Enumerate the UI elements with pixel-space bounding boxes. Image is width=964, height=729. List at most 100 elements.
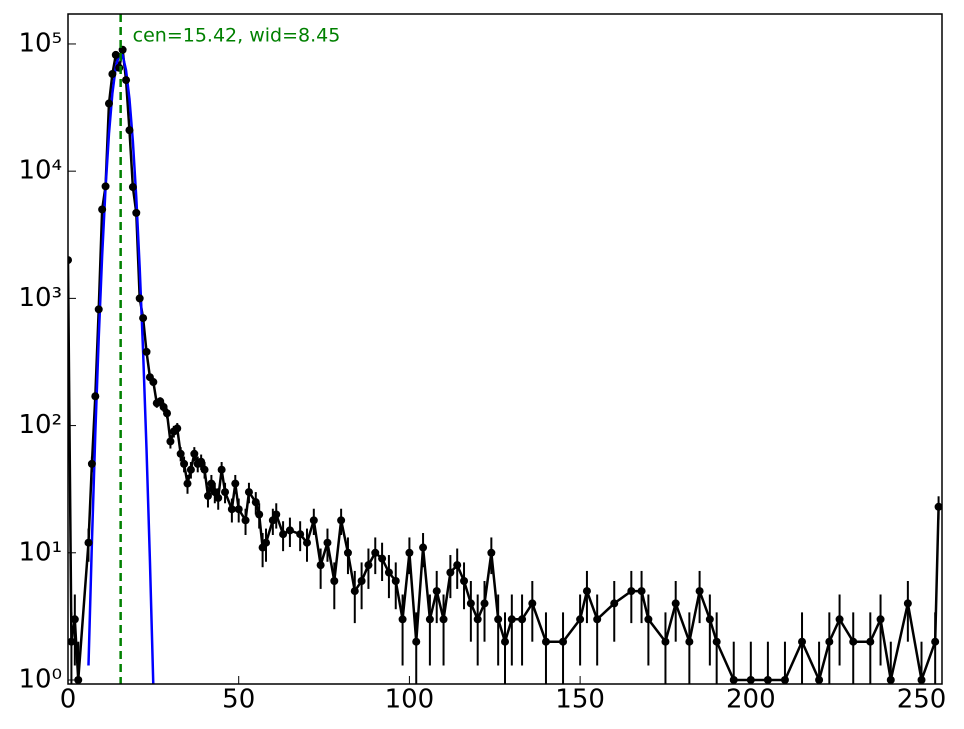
data-point [70,615,79,624]
data-point [419,543,428,552]
x-tick-label: 250 [897,685,947,715]
data-point [163,409,172,418]
plot-area [68,14,942,684]
data-point [68,637,76,646]
data-point [705,615,714,624]
x-tick-label: 150 [555,685,605,715]
data-point [480,599,489,608]
data-point [378,554,387,563]
data-point [101,182,110,191]
data-point [180,459,189,468]
data-point [227,505,236,514]
data-point [173,424,182,433]
data-point [487,548,496,557]
data-point [241,516,250,525]
center-annotation: cen=15.42, wid=8.45 [133,25,341,47]
data-point [582,587,591,596]
data-point [494,615,503,624]
plot-frame [67,13,943,685]
data-point [343,548,352,557]
data-point [186,465,195,474]
data-point [323,538,332,547]
data-point [501,637,509,646]
data-point [255,510,264,519]
data-point [903,599,912,608]
data-point [142,347,151,356]
data-point [74,675,83,684]
data-point [108,70,117,79]
data-point [384,568,393,577]
data-point [671,599,680,608]
data-point [84,538,93,547]
data-point [364,561,373,570]
data-point [627,587,636,596]
data-point [541,637,550,646]
data-point [425,615,434,624]
y-tick-label: 10² [18,410,62,440]
data-point [712,637,721,646]
data-point [132,208,141,217]
data-point [197,457,206,466]
data-point [876,615,885,624]
data-point [207,479,216,488]
data-point [94,305,103,314]
data-point [931,637,940,646]
data-point [135,294,144,303]
data-point [183,479,192,488]
data-point [166,437,175,446]
data-point [405,548,414,557]
data-point [559,637,568,646]
data-point [934,502,942,511]
data-point [350,587,359,596]
data-point [217,465,226,474]
data-point [251,498,260,507]
data-point [316,561,325,570]
data-point [518,615,527,624]
data-point [87,459,96,468]
data-point [98,205,107,214]
y-tick-label: 10⁴ [18,156,62,186]
data-point [111,50,120,59]
data-point [412,637,421,646]
data-point [593,615,602,624]
data-point [330,577,339,586]
data-point [398,615,407,624]
x-tick-label: 50 [222,685,255,715]
data-point [507,615,516,624]
data-point [91,392,100,401]
y-tick-label: 10⁵ [18,28,62,58]
data-point [159,402,168,411]
data-point [176,449,185,458]
data-point [337,516,346,525]
data-point [128,183,137,192]
data-point [644,615,653,624]
data-point [279,530,288,539]
data-point [296,530,305,539]
data-point [244,488,253,497]
data-point [214,493,223,502]
data-point [780,675,789,684]
data-point [231,479,240,488]
data-point [122,76,131,85]
data-point [115,63,124,72]
data-point [637,587,646,596]
data-point [576,615,585,624]
data-point [815,675,824,684]
data-point [302,538,311,547]
data-point [685,637,694,646]
data-point [798,637,807,646]
data-point [825,637,834,646]
data-point [203,491,212,500]
data-point [221,488,230,497]
data-point [139,314,148,323]
data-point [104,99,113,108]
data-point [268,516,277,525]
data-point [391,577,400,586]
x-tick-label: 0 [60,685,77,715]
data-point [446,568,455,577]
data-point [210,488,219,497]
data-point [610,599,619,608]
data-point [371,548,380,557]
data-point [432,587,441,596]
data-point [262,538,271,547]
